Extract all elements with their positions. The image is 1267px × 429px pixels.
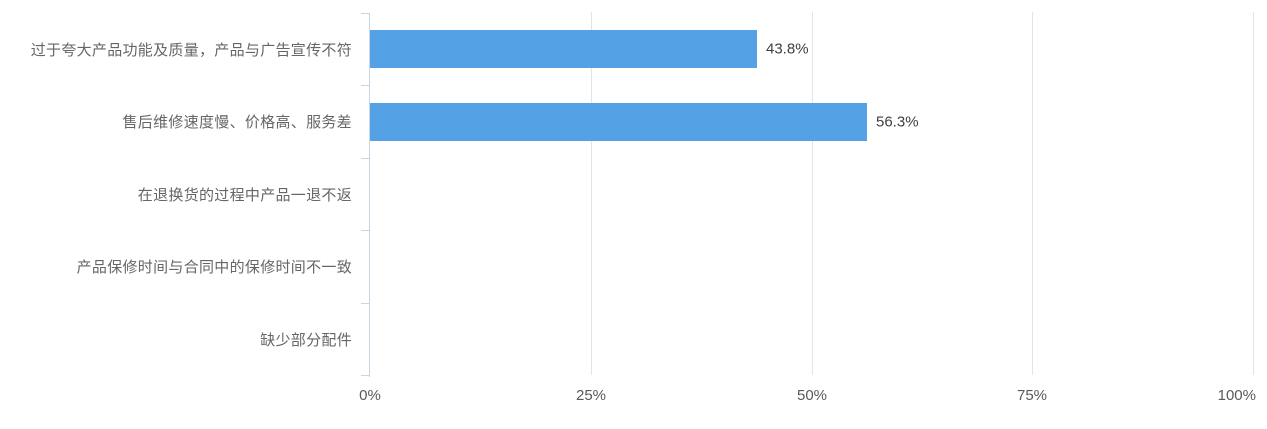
vertical-gridline bbox=[1253, 12, 1254, 375]
x-axis-tick-label: 75% bbox=[1016, 387, 1048, 404]
y-axis-tick bbox=[361, 13, 369, 14]
y-axis-tick bbox=[361, 375, 369, 376]
category-label: 售后维修速度慢、价格高、服务差 bbox=[122, 113, 352, 131]
vertical-gridline bbox=[812, 12, 813, 375]
y-axis-line bbox=[369, 13, 370, 377]
y-axis-tick bbox=[361, 230, 369, 231]
bar bbox=[370, 30, 757, 68]
x-axis-tick-label: 25% bbox=[575, 387, 607, 404]
y-axis-tick bbox=[361, 303, 369, 304]
x-axis-tick-label: 0% bbox=[359, 387, 381, 404]
category-label: 过于夸大产品功能及质量，产品与广告宣传不符 bbox=[30, 41, 352, 59]
category-label: 产品保修时间与合同中的保修时间不一致 bbox=[76, 258, 352, 276]
y-axis-tick bbox=[361, 85, 369, 86]
category-label: 缺少部分配件 bbox=[260, 331, 352, 349]
bar-value-label: 43.8% bbox=[766, 40, 809, 58]
bar bbox=[370, 103, 867, 141]
bar-value-label: 56.3% bbox=[876, 113, 919, 131]
vertical-gridline bbox=[1032, 12, 1033, 375]
y-axis-tick bbox=[361, 158, 369, 159]
x-axis-tick-label: 50% bbox=[796, 387, 828, 404]
x-axis-tick-label: 100% bbox=[1217, 387, 1256, 404]
category-label: 在退换货的过程中产品一退不返 bbox=[137, 186, 352, 204]
vertical-gridline bbox=[591, 12, 592, 375]
